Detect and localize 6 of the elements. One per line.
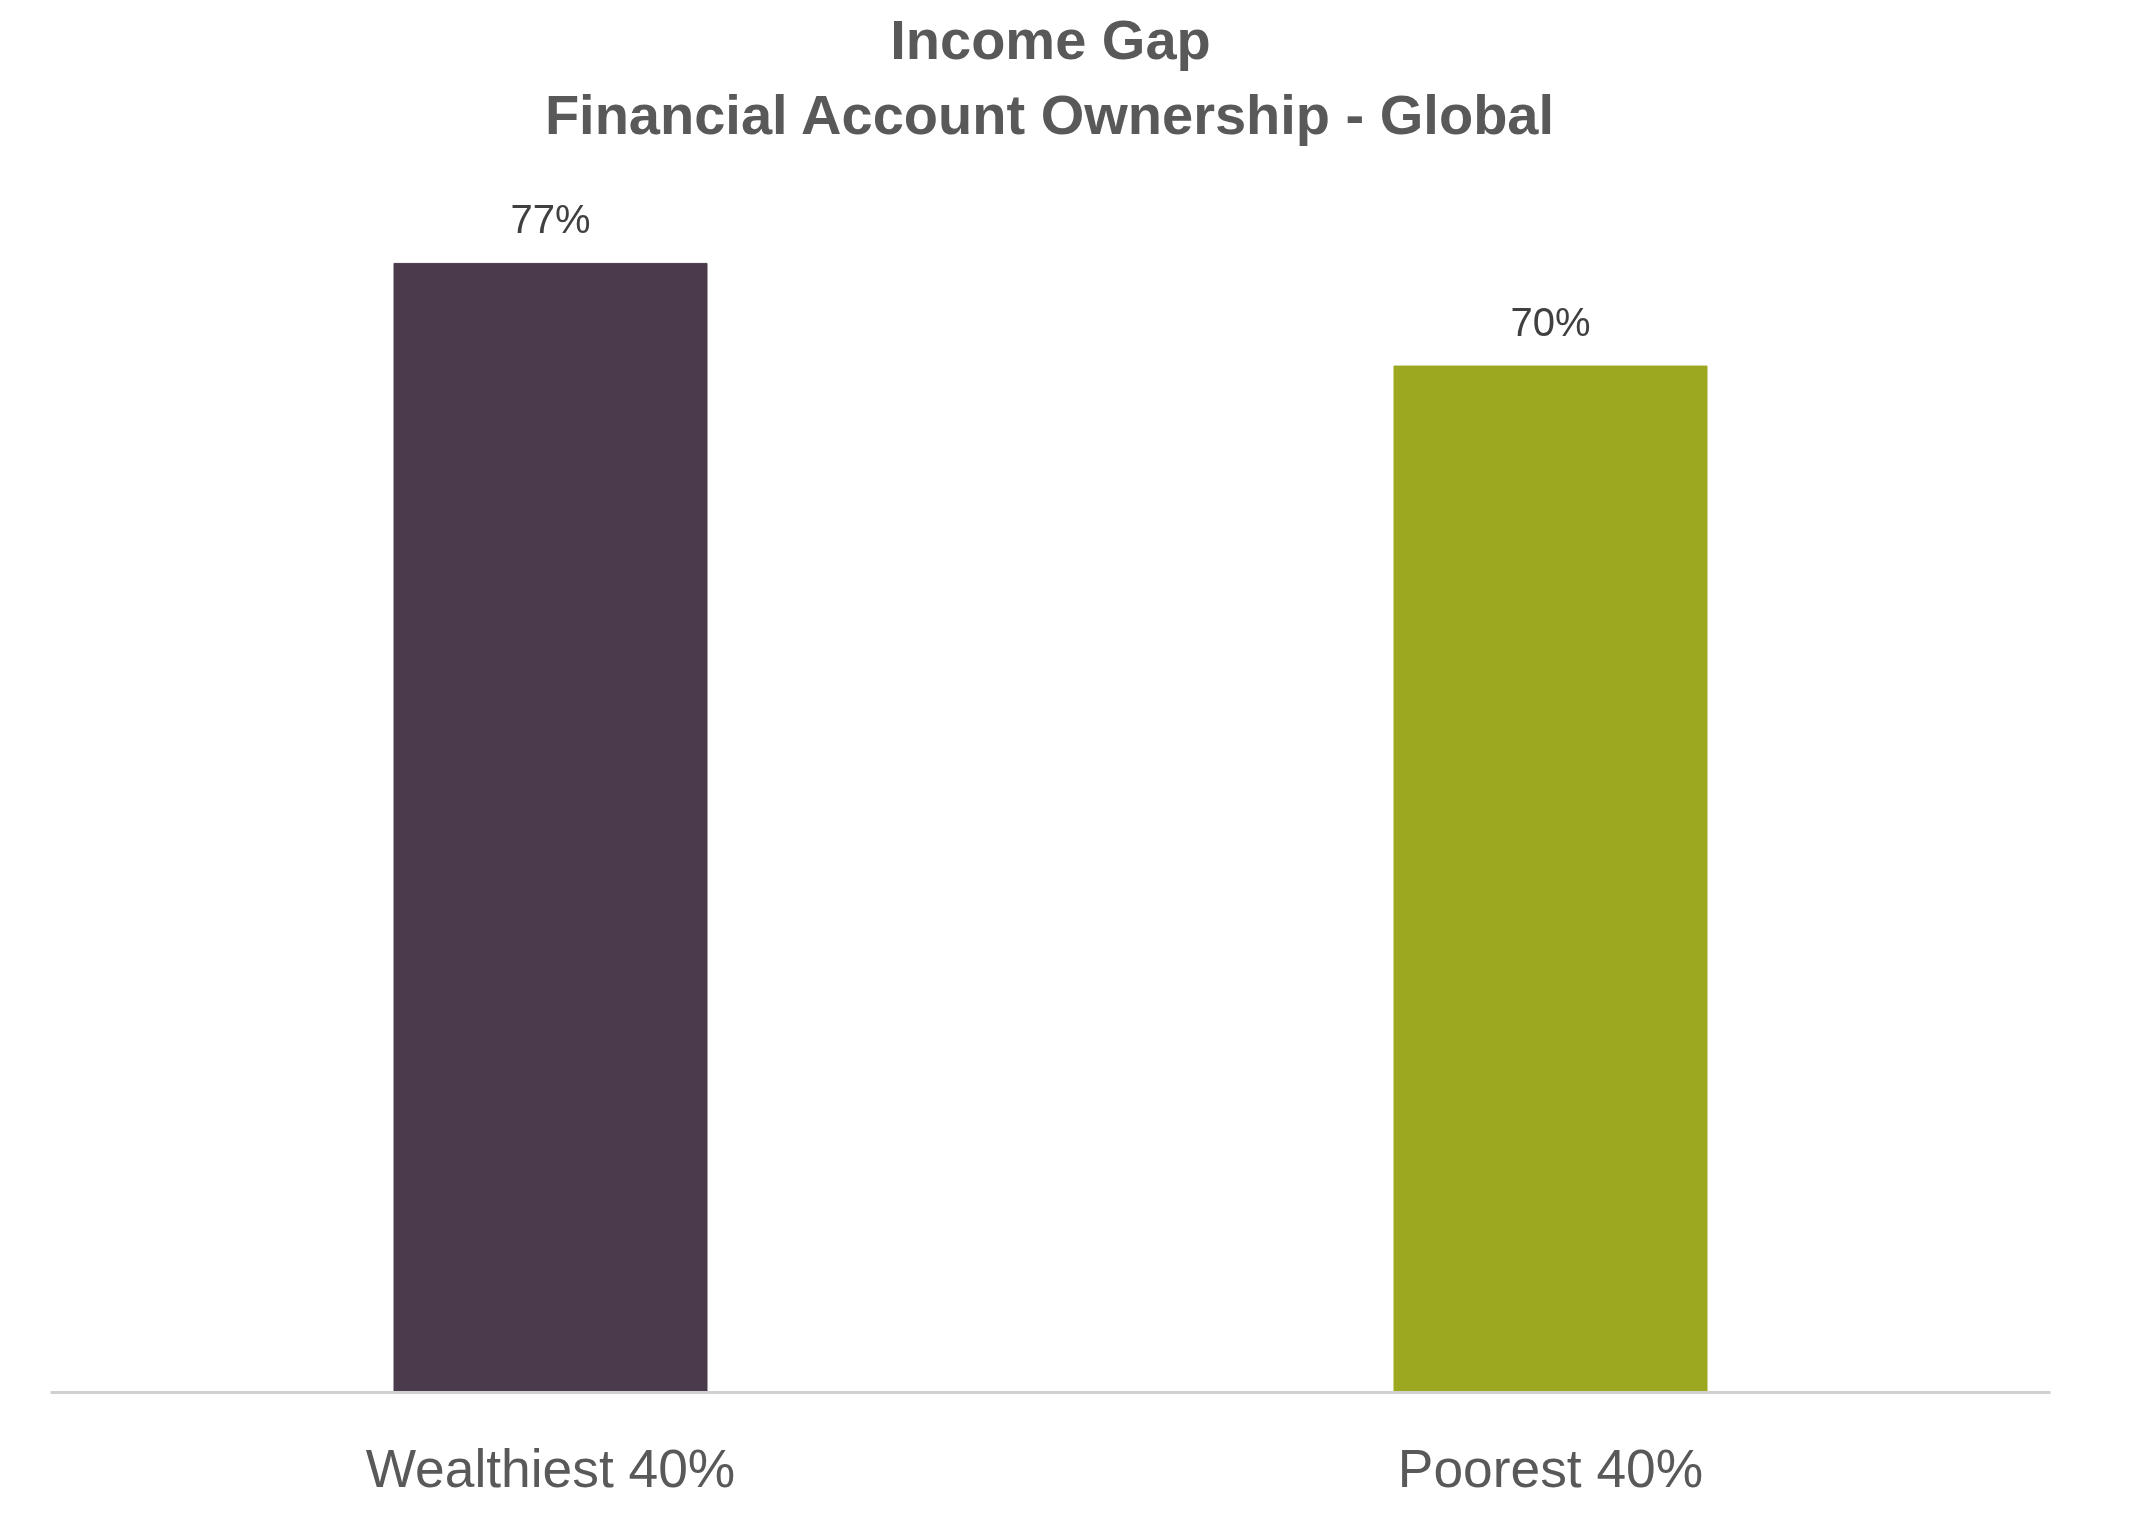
data-label: 70% <box>1510 300 1591 345</box>
data-label: 77% <box>510 197 591 242</box>
chart-title: Income Gap <box>890 7 1211 71</box>
x-tick-label: Wealthiest 40% <box>365 1438 736 1498</box>
x-tick-label: Poorest 40% <box>1397 1438 1704 1498</box>
chart-subtitle: Financial Account Ownership - Global <box>544 82 1555 146</box>
